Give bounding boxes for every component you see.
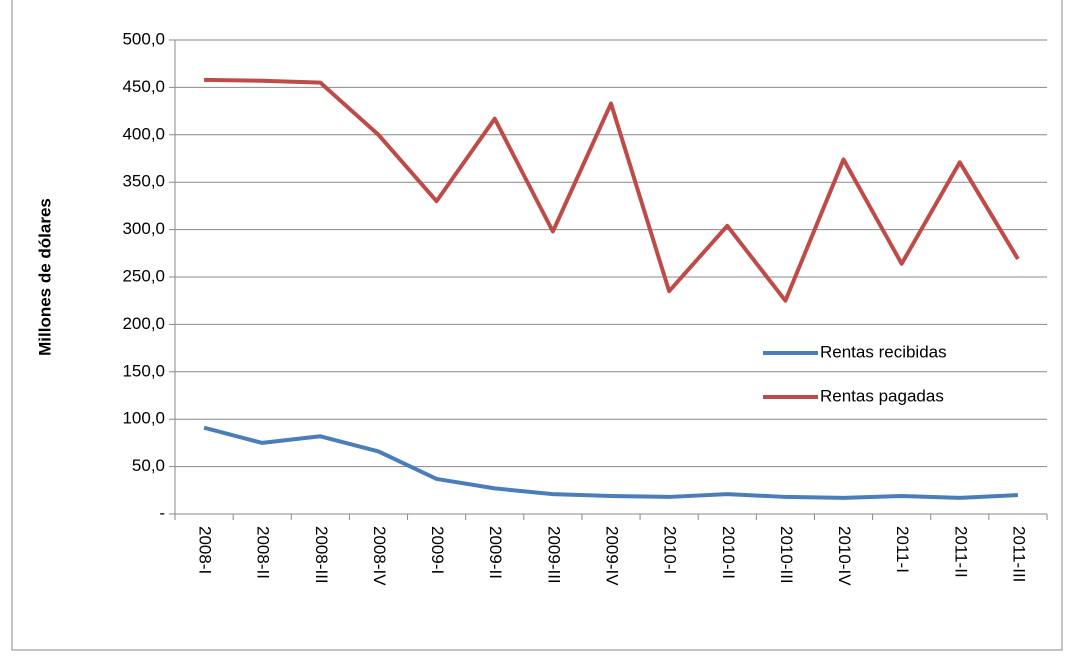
y-tick-label: 100,0	[122, 409, 165, 428]
y-tick-label: 500,0	[122, 29, 165, 48]
x-tick-label: 2008-I	[196, 526, 215, 574]
legend-label: Rentas recibidas	[820, 342, 947, 361]
x-tick-label: 2009-II	[486, 526, 505, 579]
legend-label: Rentas pagadas	[820, 386, 944, 405]
y-tick-label: 350,0	[122, 172, 165, 191]
x-tick-label: 2009-III	[544, 526, 563, 584]
y-axis-label: Millones de dólares	[35, 198, 54, 356]
x-tick-label: 2010-II	[719, 526, 738, 579]
x-tick-label: 2010-I	[661, 526, 680, 574]
x-tick-label: 2008-II	[254, 526, 273, 579]
x-tick-label: 2009-IV	[603, 526, 622, 586]
x-tick-label: 2008-IV	[370, 526, 389, 586]
x-tick-label: 2010-III	[777, 526, 796, 584]
chart-border	[11, 0, 1063, 651]
y-tick-label: 250,0	[122, 266, 165, 285]
x-tick-label: 2010-IV	[835, 526, 854, 586]
series-line	[204, 77, 1020, 303]
y-tick-label: 400,0	[122, 124, 165, 143]
y-tick-label: 300,0	[122, 219, 165, 238]
y-tick-label: -	[159, 503, 165, 522]
x-tick-label: 2011-III	[1009, 526, 1028, 582]
x-tick-label: 2011-I	[893, 526, 912, 573]
x-tick-label: 2011-II	[951, 526, 970, 578]
y-tick-label: 150,0	[122, 361, 165, 380]
x-tick-label: 2009-I	[428, 526, 447, 574]
y-tick-label: 450,0	[122, 77, 165, 96]
x-tick-label: 2008-III	[312, 526, 331, 584]
y-tick-label: 50,0	[132, 456, 165, 475]
series-line	[203, 425, 1019, 500]
y-tick-label: 200,0	[122, 314, 165, 333]
